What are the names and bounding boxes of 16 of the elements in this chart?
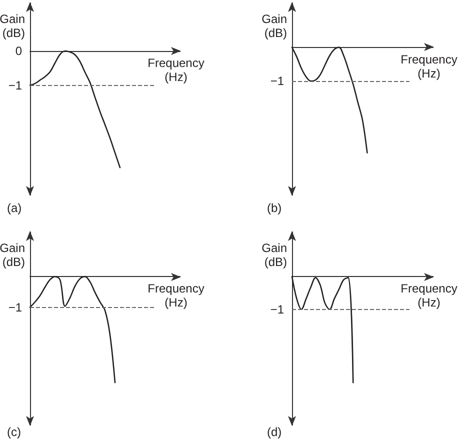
x-axis-title: Frequency (Hz) — [148, 282, 204, 310]
text: (b) — [267, 201, 282, 215]
y-axis-title: Gain (dB) — [0, 12, 25, 40]
x-axis-title: Frequency (Hz) — [400, 282, 458, 310]
y-axis-title: Gain (dB) — [262, 12, 287, 40]
line-series — [29, 50, 121, 168]
y-axis-title: Gain (dB) — [0, 241, 25, 269]
x-axis-title: Frequency (Hz) — [400, 52, 458, 80]
y-axis-title: Gain (dB) — [262, 241, 287, 269]
text: (c) — [7, 425, 21, 439]
ref-line-label: −1 — [270, 74, 284, 88]
x-axis-title: Frequency (Hz) — [148, 56, 204, 84]
y-tick-label: 0 — [15, 44, 22, 58]
ref-line-label: −1 — [270, 302, 284, 316]
text: (d) — [267, 425, 282, 439]
text: (a) — [7, 201, 22, 215]
